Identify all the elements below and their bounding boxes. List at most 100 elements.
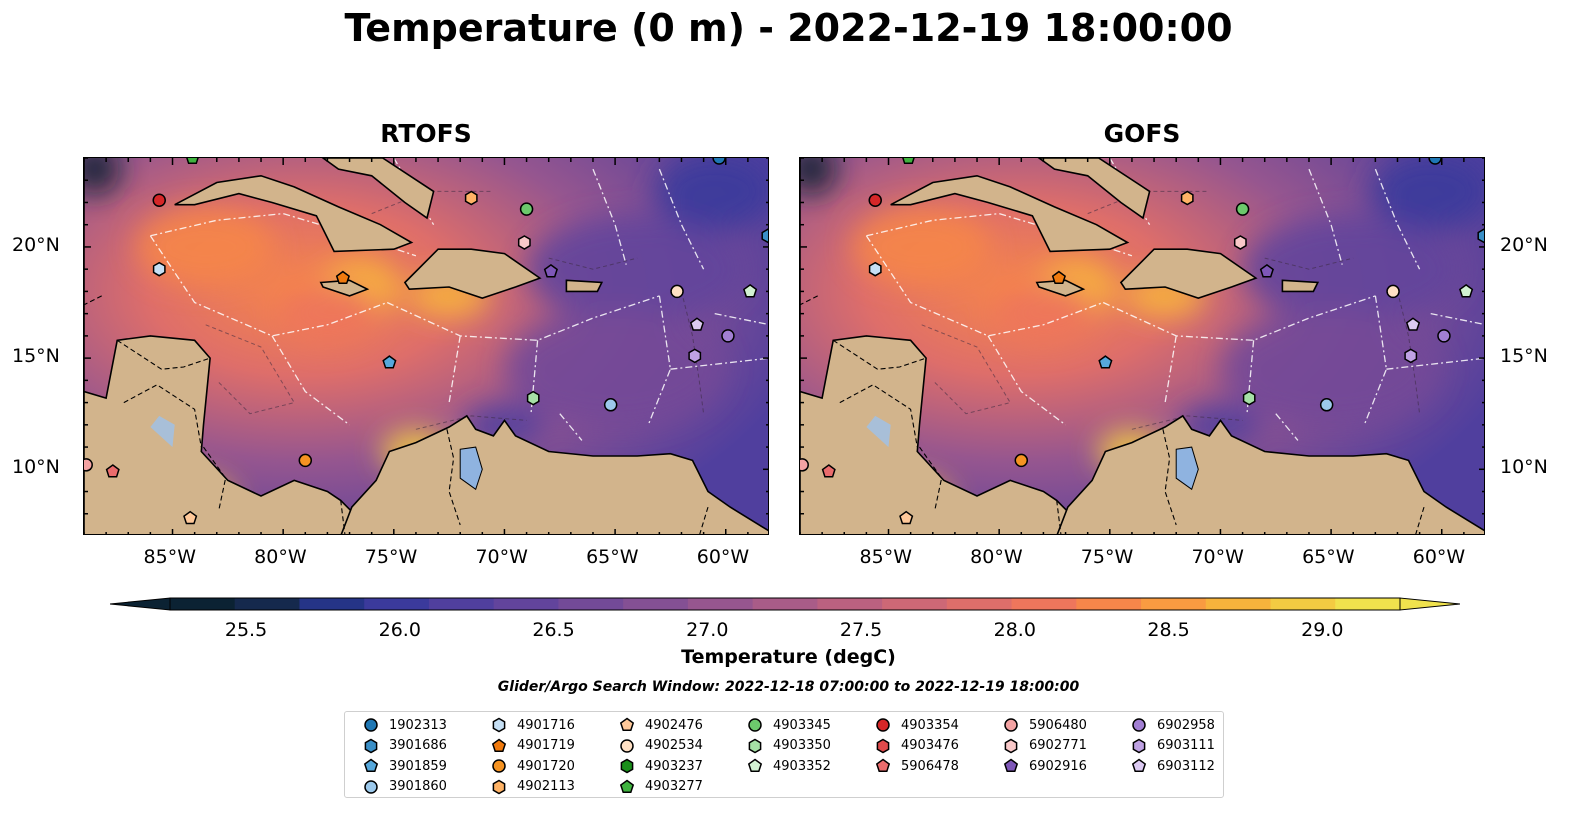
legend-marker-6902771: [1004, 738, 1018, 753]
colorbar-label: Temperature (degC): [681, 646, 896, 668]
float-marker-3901860: [1319, 398, 1334, 412]
legend-label: 4903350: [773, 738, 831, 753]
legend-marker-icon: [748, 738, 762, 753]
legend-item: 4903476: [875, 736, 959, 756]
legend-marker-4902476: [619, 717, 635, 732]
legend-marker-icon: [876, 718, 890, 732]
lakes: [866, 415, 1199, 491]
legend-marker-icon: [619, 717, 635, 732]
legend-marker-6902916: [1003, 758, 1019, 773]
legend-label: 4902534: [645, 738, 703, 753]
lon-tick-label: 80°W: [970, 546, 1023, 568]
search-window-text: Glider/Argo Search Window: 2022-12-18 07…: [497, 679, 1080, 695]
legend-marker-4903237: [620, 758, 634, 774]
lon-tick-label: 70°W: [1191, 546, 1244, 568]
colorbar-segment: [687, 598, 754, 610]
legend-marker-6902958: [1132, 718, 1146, 732]
map-panel-rtofs: [83, 157, 769, 535]
legend-label: 4903352: [773, 758, 831, 774]
legend-item: 4902476: [619, 715, 703, 735]
legend-marker-icon: [748, 718, 762, 732]
colorbar-max-extend: [1399, 597, 1460, 611]
lat-tick-label-right: 10°N: [1500, 456, 1548, 479]
legend-label: 4903354: [901, 717, 959, 733]
colorbar-segment: [1011, 598, 1077, 610]
colorbar-segment: [1335, 598, 1401, 610]
frame-ticks: [800, 158, 1484, 534]
legend-label: 1902313: [389, 717, 447, 733]
legend-marker-icon: [875, 758, 891, 773]
colorbar-segment: [558, 598, 624, 610]
legend-marker-4901720: [492, 759, 506, 773]
float-marker-4903277: [902, 158, 915, 165]
legend-label: 4903277: [645, 779, 703, 794]
country-borders: [800, 295, 1425, 534]
lon-tick-label: 75°W: [364, 546, 418, 568]
lat-tick-label-left: 10°N: [12, 456, 60, 479]
colorbar-tick-label: 28.5: [1147, 619, 1190, 641]
legend-item: 4903237: [619, 756, 703, 776]
float-marker-6902958: [1437, 329, 1451, 343]
legend-item: 3901859: [363, 756, 447, 776]
lat-tick-label-right: 15°N: [1500, 345, 1548, 368]
colorbar-tick-label: 27.0: [686, 619, 729, 641]
float-marker-4903345: [519, 202, 534, 216]
legend-item: 6902916: [1003, 756, 1087, 776]
float-marker-4901719: [1051, 270, 1066, 285]
legend-marker-4903476: [876, 738, 890, 753]
legend-item: 3901686: [363, 736, 447, 756]
legend-marker-icon: [620, 758, 634, 774]
legend-item: 6902771: [1003, 736, 1087, 756]
panel-title-rtofs: RTOFS: [380, 119, 472, 148]
float-marker-3901686: [761, 228, 768, 244]
legend-marker-6903111: [1132, 738, 1146, 753]
float-marker-4901720: [1014, 453, 1029, 468]
legend-item: 4903350: [747, 736, 831, 756]
float-marker-6903112: [689, 317, 705, 331]
map-svg: [84, 158, 768, 534]
legend-marker-3901860: [364, 779, 378, 794]
legend-marker-4903345: [748, 718, 762, 732]
legend-label: 4901719: [517, 738, 575, 753]
lon-tick-label: 60°W: [1412, 546, 1466, 568]
figure-title: Temperature (0 m) - 2022-12-19 18:00:00: [344, 6, 1233, 50]
lon-tick-label: 70°W: [475, 546, 528, 568]
legend-item: 4903354: [875, 715, 959, 735]
float-marker-4902113: [464, 190, 478, 206]
float-marker-4902476: [183, 510, 198, 525]
legend-marker-icon: [1004, 718, 1018, 732]
float-markers: [800, 158, 1484, 525]
colorbar-segment: [752, 598, 818, 610]
float-marker-4903354: [868, 193, 882, 207]
legend-item: 4901716: [491, 715, 575, 735]
legend-marker-icon: [876, 738, 890, 753]
float-marker-4903345: [1235, 202, 1250, 216]
float-marker-4903350: [526, 390, 540, 406]
lakes: [150, 415, 483, 491]
legend-label: 3901686: [389, 738, 447, 753]
lon-tick-label: 80°W: [254, 546, 307, 568]
float-marker-4902113: [1180, 190, 1194, 206]
float-marker-5906480: [84, 458, 93, 472]
lon-tick-label: 65°W: [1302, 546, 1355, 568]
legend-label: 4903237: [645, 758, 703, 774]
legend-item: 6902958: [1131, 715, 1215, 735]
colorbar-segment: [623, 598, 689, 610]
float-marker-1902313: [712, 158, 726, 165]
float-marker-4903277: [186, 158, 199, 165]
float-marker-6903112: [1405, 317, 1421, 331]
legend-marker-icon: [1132, 738, 1146, 753]
float-marker-3901860: [603, 398, 618, 412]
legend-label: 6903112: [1157, 758, 1215, 774]
legend-marker-3901859: [363, 758, 379, 773]
float-marker-5906478: [105, 464, 120, 478]
float-markers: [84, 158, 768, 525]
legend-label: 6902916: [1029, 758, 1087, 774]
legend-item: 4902113: [491, 777, 575, 797]
lat-tick-label-left: 20°N: [12, 233, 60, 256]
map-panel-gofs: [799, 157, 1485, 535]
legend-item: 6903111: [1131, 736, 1215, 756]
legend-item: 4902534: [619, 736, 703, 756]
country-borders: [84, 295, 709, 534]
legend-marker-icon: [491, 738, 507, 752]
